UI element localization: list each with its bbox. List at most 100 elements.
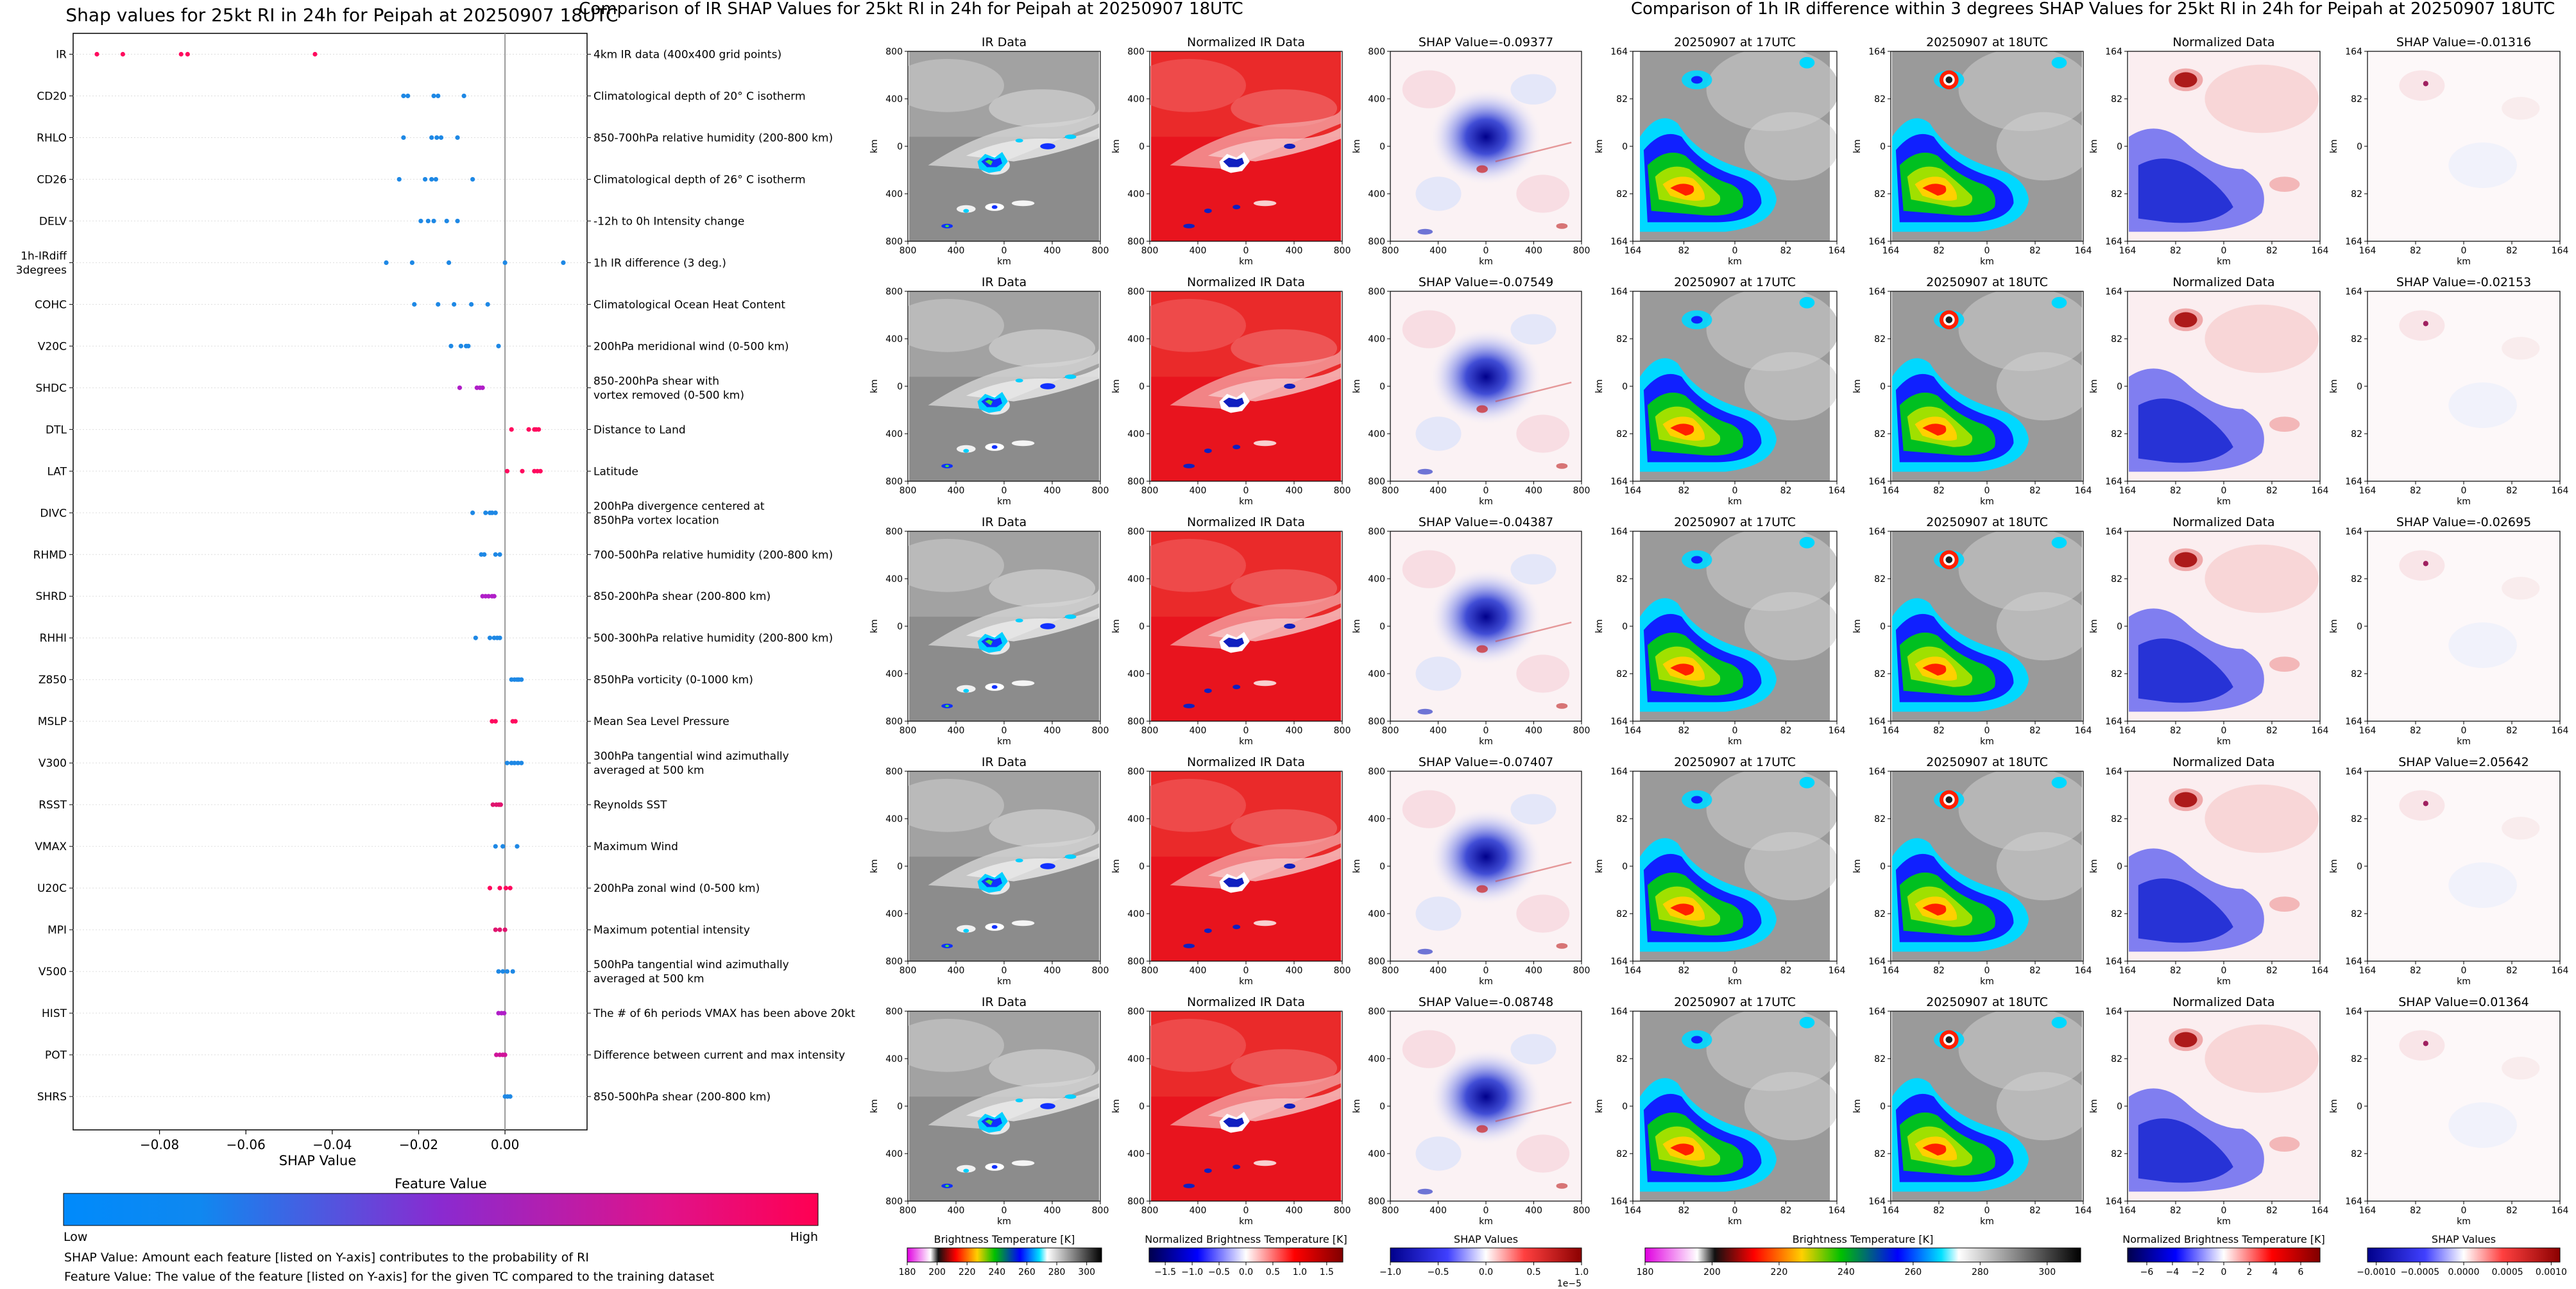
shap-point xyxy=(458,343,464,348)
ir-17utc-panel-title: 20250907 at 17UTC xyxy=(1674,995,1796,1009)
feature-description: Distance to Land xyxy=(593,423,686,436)
y-tick-label: 164 xyxy=(1610,287,1628,297)
y-tick-label: 164 xyxy=(2105,717,2122,727)
x-axis-label: km xyxy=(1479,257,1493,267)
x-tick-label: 400 xyxy=(948,726,965,736)
feature-name: RSST xyxy=(38,799,67,812)
feature-description: -12h to 0h Intensity change xyxy=(593,215,744,228)
shap-point xyxy=(483,510,488,515)
x-tick-label: 400 xyxy=(1190,1206,1207,1216)
y-tick-label: 164 xyxy=(1610,527,1628,537)
y-tick-label: 0 xyxy=(1139,1102,1145,1112)
x-tick-label: 164 xyxy=(2552,246,2569,256)
feature-description: 700-500hPa relative humidity (200-800 km… xyxy=(593,549,833,561)
y-tick-label: 0 xyxy=(2117,862,2122,872)
y-tick-label: 0 xyxy=(1139,382,1145,392)
x-tick-label: 164 xyxy=(2119,486,2137,496)
x-tick-label: 0 xyxy=(1483,966,1489,976)
x-tick-label: 82 xyxy=(2029,1206,2041,1216)
x-axis-label: km xyxy=(2457,257,2471,267)
beeswarm-title: Shap values for 25kt RI in 24h for Peipa… xyxy=(65,4,618,26)
x-tick-label: 400 xyxy=(1286,246,1303,256)
shap-point xyxy=(185,51,190,57)
x-axis-label: km xyxy=(2217,497,2231,507)
shap-point xyxy=(491,593,497,599)
y-tick-label: 0 xyxy=(2117,1102,2122,1112)
x-tick-label: 0 xyxy=(1002,726,1007,736)
y-tick-label: 800 xyxy=(1368,237,1385,247)
y-axis-label: km xyxy=(2329,139,2339,153)
y-tick-label: 82 xyxy=(1616,429,1628,440)
feature-name: POT xyxy=(45,1049,67,1062)
colorbar-tick-label: −4 xyxy=(2166,1267,2179,1277)
x-tick-label: 800 xyxy=(1573,246,1591,256)
y-axis-label: km xyxy=(2329,619,2339,633)
y-tick-label: 800 xyxy=(1368,1007,1385,1017)
y-axis-label: km xyxy=(1352,379,1362,393)
shap-point xyxy=(434,135,439,141)
y-tick-label: 800 xyxy=(885,717,903,727)
y-tick-label: 164 xyxy=(2105,767,2122,777)
x-tick-label: 164 xyxy=(1625,486,1642,496)
y-axis-label: km xyxy=(869,139,880,153)
x-tick-label: 82 xyxy=(1780,1206,1792,1216)
y-tick-label: 82 xyxy=(2351,334,2362,345)
x-tick-label: 800 xyxy=(1092,486,1109,496)
shap-point xyxy=(490,802,495,807)
x-axis-label: km xyxy=(997,737,1011,747)
shap-point xyxy=(480,385,485,390)
feature-name: VMAX xyxy=(35,841,67,853)
x-tick-label: 0 xyxy=(2461,966,2467,976)
x-tick-label: 164 xyxy=(2312,726,2329,736)
y-tick-label: 82 xyxy=(1874,429,1886,440)
diff-shap-panel-image xyxy=(2369,291,2559,481)
x-tick-label: 164 xyxy=(2359,1206,2376,1216)
x-tick-label: 0 xyxy=(1984,966,1990,976)
feature-colorbar-title: Feature Value xyxy=(395,1176,487,1191)
y-tick-label: 164 xyxy=(1868,1007,1886,1017)
colorbar-label: SHAP Values xyxy=(1454,1233,1518,1245)
y-tick-label: 800 xyxy=(885,767,903,777)
colorbar-tick-label: 6 xyxy=(2298,1267,2304,1277)
ir-shap-panel-image xyxy=(1390,771,1582,961)
y-tick-label: 400 xyxy=(885,1149,903,1159)
y-tick-label: 400 xyxy=(1127,429,1145,440)
x-tick-label: 400 xyxy=(1044,726,1061,736)
y-tick-label: 82 xyxy=(2111,669,2122,679)
y-tick-label: 164 xyxy=(1868,47,1886,57)
y-tick-label: 400 xyxy=(1127,574,1145,585)
y-tick-label: 0 xyxy=(897,142,903,152)
ir-17utc-panel-image xyxy=(1640,291,1837,481)
x-tick-label: 164 xyxy=(1882,486,1900,496)
x-tick-label: 82 xyxy=(2410,486,2421,496)
x-tick-label: 82 xyxy=(2410,966,2421,976)
normalized-ir-panel-image xyxy=(1150,531,1341,721)
x-tick-label: 82 xyxy=(2029,246,2041,256)
x-tick-label: 400 xyxy=(1044,486,1061,496)
ir-shap-panel-title: SHAP Value=-0.04387 xyxy=(1419,515,1553,529)
y-tick-label: 0 xyxy=(1379,862,1385,872)
y-tick-label: 0 xyxy=(2117,142,2122,152)
shap-point xyxy=(536,427,542,432)
x-tick-label: 800 xyxy=(1141,966,1159,976)
y-tick-label: 0 xyxy=(2357,142,2362,152)
x-tick-label: 0 xyxy=(2461,726,2467,736)
y-axis-label: km xyxy=(1594,379,1605,393)
shap-point xyxy=(538,468,543,474)
colorbar-tick-label: 180 xyxy=(899,1267,916,1277)
x-tick-label: 82 xyxy=(2410,1206,2421,1216)
feature-name: SHDC xyxy=(35,382,67,395)
y-tick-label: 164 xyxy=(1868,477,1886,487)
x-tick-label: 800 xyxy=(1141,726,1159,736)
y-tick-label: 82 xyxy=(1874,574,1886,585)
x-tick-label: 400 xyxy=(1286,1206,1303,1216)
y-axis-label: km xyxy=(1594,1099,1605,1113)
y-tick-label: 82 xyxy=(1874,1054,1886,1064)
feature-name: DELV xyxy=(39,215,67,228)
y-tick-label: 800 xyxy=(885,47,903,57)
y-axis-label: km xyxy=(2089,859,2099,873)
normalized-diff-panel-title: Normalized Data xyxy=(2172,35,2274,49)
colorbar-tick-label: −0.0010 xyxy=(2357,1267,2396,1277)
shap-point xyxy=(504,760,510,765)
diff-group-title: Comparison of 1h IR difference within 3 … xyxy=(1631,0,2555,19)
